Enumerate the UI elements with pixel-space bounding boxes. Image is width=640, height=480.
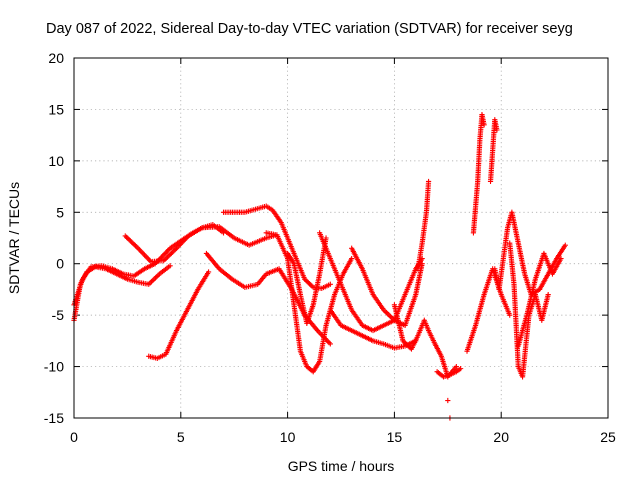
- x-tick-label: 10: [280, 429, 296, 445]
- y-tick-label: 5: [56, 204, 64, 220]
- y-tick-label: 15: [48, 101, 64, 117]
- y-axis-label: SDTVAR / TECUs: [6, 182, 22, 294]
- data-point: [445, 397, 451, 404]
- data-point: [327, 341, 333, 347]
- series-track-20: [515, 250, 564, 349]
- series-track-4: [146, 269, 212, 361]
- data-point: [494, 127, 500, 133]
- data-points: [71, 111, 568, 421]
- x-axis-label: GPS time / hours: [288, 458, 395, 474]
- series-track-12: [391, 302, 459, 380]
- y-tick-label: -15: [44, 410, 64, 426]
- series-track-13: [415, 178, 432, 272]
- data-point: [167, 263, 173, 269]
- data-point: [327, 281, 333, 287]
- data-point: [562, 242, 568, 248]
- series-track-17: [487, 117, 500, 185]
- grid: [74, 58, 608, 418]
- data-point: [558, 255, 564, 262]
- y-tick-label: 10: [48, 153, 64, 169]
- y-tick-label: 0: [56, 256, 64, 272]
- data-point: [425, 178, 432, 185]
- series-track-14: [434, 366, 464, 380]
- data-point: [349, 255, 355, 262]
- data-point: [458, 366, 464, 372]
- y-tick-label: -5: [52, 307, 65, 323]
- x-tick-label: 5: [177, 429, 185, 445]
- x-tick-label: 20: [493, 429, 509, 445]
- y-tick-label: 20: [48, 50, 64, 66]
- x-tick-label: 15: [387, 429, 403, 445]
- plot-frame: [73, 57, 609, 419]
- data-point: [205, 269, 212, 275]
- series-track-6: [220, 203, 333, 291]
- series-track-19: [507, 240, 551, 380]
- data-point: [481, 122, 487, 128]
- tick-labels: 0 5 10 15 20 25 -15 -10 -5 0 5 10 15 20: [44, 50, 616, 445]
- x-tick-label: 25: [600, 429, 616, 445]
- series-track-16: [470, 111, 487, 236]
- data-point: [545, 291, 551, 298]
- data-point: [507, 312, 513, 318]
- y-tick-label: -10: [44, 359, 64, 375]
- data-point: [453, 363, 459, 370]
- series-track-11: [349, 245, 425, 329]
- chart-title: Day 087 of 2022, Sidereal Day-to-day VTE…: [46, 21, 573, 37]
- x-tick-label: 0: [70, 429, 78, 445]
